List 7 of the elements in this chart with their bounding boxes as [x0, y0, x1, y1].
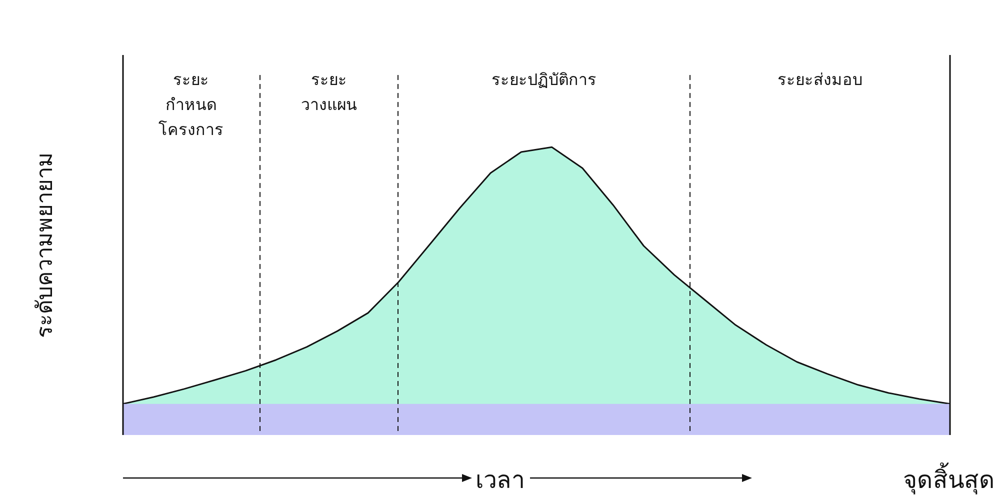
text: ระยะส่งมอบ	[778, 70, 862, 89]
y-axis-title: ระดับความพยายาม	[33, 152, 58, 338]
text: ระยะ กำหนด โครงการ	[158, 70, 224, 139]
text: จุดสิ้นสุด	[903, 462, 995, 495]
text: ระยะ วางแผน	[301, 70, 357, 114]
x-axis-title: เวลา	[476, 466, 524, 494]
text: ระยะปฏิบัติการ	[492, 70, 596, 89]
